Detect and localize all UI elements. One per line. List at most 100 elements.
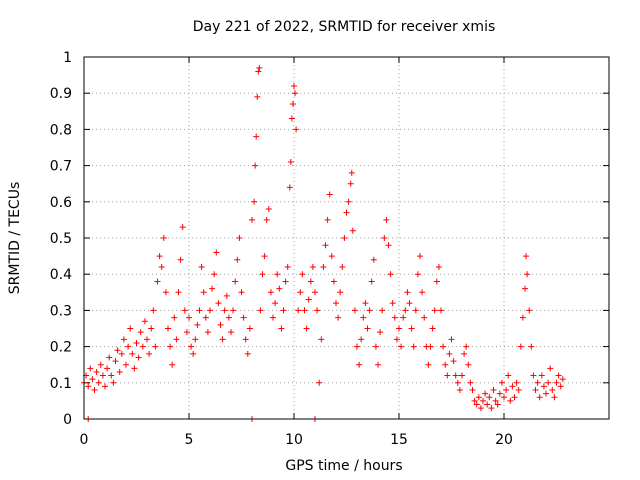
data-point — [196, 307, 203, 314]
data-point — [173, 336, 180, 343]
data-point — [498, 379, 505, 386]
data-point — [492, 397, 499, 404]
data-point — [148, 325, 155, 332]
y-tick-label: 0.6 — [50, 195, 72, 211]
data-point — [372, 343, 379, 350]
data-point — [186, 314, 192, 321]
y-tick-label: 0 — [63, 412, 72, 428]
data-point — [135, 354, 142, 361]
data-point — [477, 405, 484, 412]
data-point — [519, 314, 526, 321]
data-point — [318, 336, 325, 343]
data-point — [232, 278, 239, 285]
data-point — [364, 325, 371, 332]
data-point — [551, 394, 558, 401]
data-point — [244, 350, 251, 357]
x-tick-label: 5 — [185, 432, 194, 448]
data-point — [475, 394, 482, 401]
data-point — [523, 253, 530, 260]
data-point — [120, 336, 127, 343]
x-tick-labels: 0 5 10 15 20 — [80, 432, 513, 448]
data-point — [280, 307, 287, 314]
data-point — [307, 278, 314, 285]
data-point — [330, 278, 337, 285]
data-point — [482, 390, 489, 397]
x-tick-label: 10 — [285, 432, 303, 448]
data-point — [276, 285, 283, 292]
data-point — [440, 343, 447, 350]
data-point — [236, 235, 243, 241]
data-point — [293, 126, 300, 133]
data-point — [339, 263, 346, 270]
data-point — [444, 372, 451, 379]
data-point — [299, 271, 306, 278]
data-point — [505, 372, 512, 379]
data-point — [249, 216, 255, 223]
data-point — [116, 368, 123, 375]
data-point — [366, 307, 373, 314]
data-point — [253, 133, 260, 140]
data-point — [102, 383, 108, 390]
x-tick-label: 0 — [80, 432, 89, 448]
data-point — [345, 198, 352, 205]
y-tick-label: 0.2 — [50, 340, 72, 356]
data-point — [259, 271, 266, 278]
data-point — [322, 242, 329, 249]
data-point — [347, 180, 354, 187]
data-point — [141, 318, 148, 325]
data-point — [288, 115, 295, 122]
data-point — [438, 307, 444, 314]
data-point — [221, 307, 228, 314]
data-point — [515, 387, 522, 394]
data-point — [246, 325, 253, 332]
data-point — [223, 292, 230, 299]
data-point — [286, 184, 293, 191]
data-point — [534, 379, 541, 386]
data-point — [530, 372, 537, 379]
data-point — [547, 365, 554, 372]
data-point — [270, 314, 276, 321]
data-point — [316, 379, 323, 386]
data-point — [139, 343, 146, 350]
data-point — [192, 336, 199, 343]
data-point — [526, 307, 533, 314]
data-point — [488, 405, 495, 412]
data-point — [398, 343, 405, 350]
data-point — [540, 383, 547, 390]
y-tick-label: 0.4 — [50, 267, 72, 283]
y-tick-label: 0.7 — [50, 159, 72, 175]
data-point — [421, 314, 428, 321]
data-point — [297, 289, 304, 296]
data-point — [240, 314, 247, 321]
data-point — [324, 216, 331, 223]
data-point — [545, 379, 552, 386]
data-point — [251, 198, 258, 205]
data-point — [274, 271, 281, 278]
data-point — [305, 296, 312, 303]
data-point — [452, 372, 459, 379]
data-point — [354, 343, 360, 350]
data-point — [524, 271, 531, 278]
y-tick-label: 1 — [63, 50, 72, 66]
data-point — [230, 307, 237, 314]
data-point — [480, 397, 486, 404]
data-point — [454, 379, 461, 386]
data-point — [389, 300, 396, 307]
data-point — [402, 307, 409, 314]
data-point — [406, 300, 413, 307]
data-point — [450, 358, 457, 365]
data-point — [456, 387, 463, 394]
data-point — [257, 307, 264, 314]
data-point — [252, 162, 259, 169]
data-point — [333, 300, 339, 307]
data-point — [360, 314, 367, 321]
data-point — [543, 390, 549, 397]
data-point — [292, 90, 299, 97]
data-point — [396, 325, 402, 332]
data-point — [309, 263, 316, 270]
data-point — [555, 372, 562, 379]
data-point — [337, 289, 344, 296]
data-point — [194, 321, 201, 328]
y-axis-label: SRMTID / TECUs — [7, 182, 23, 295]
